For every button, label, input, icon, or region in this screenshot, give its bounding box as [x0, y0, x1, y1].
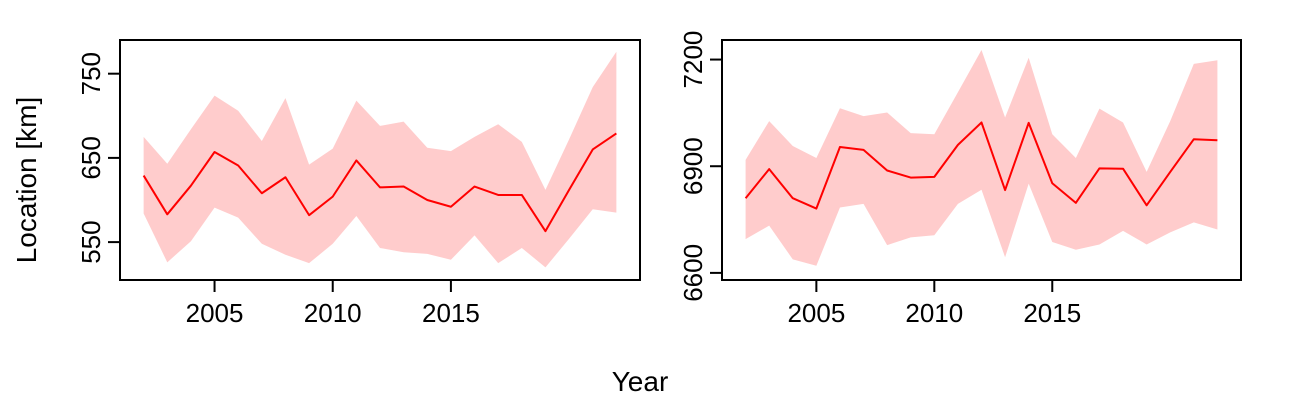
- x-tick-label: 2005: [186, 298, 244, 328]
- chart-panel-left: 2005 2010 2015 550 650 750: [76, 39, 641, 328]
- y-axis-title: Location [km]: [11, 97, 42, 264]
- y-tick-label: 650: [76, 136, 106, 179]
- plot-frame: [721, 39, 1242, 281]
- x-axis-title: Year: [612, 366, 669, 397]
- x-tick-label: 2015: [1023, 298, 1081, 328]
- confidence-band: [143, 51, 617, 268]
- x-tick-label: 2005: [787, 298, 845, 328]
- confidence-band: [745, 49, 1218, 266]
- plot-frame: [119, 39, 641, 281]
- y-tick-label: 6900: [678, 137, 708, 195]
- x-tick-label: 2010: [304, 298, 362, 328]
- x-tick-label: 2015: [422, 298, 480, 328]
- location-line: [744, 121, 1218, 210]
- y-tick-label: 550: [76, 220, 106, 263]
- y-tick-label: 7200: [678, 31, 708, 89]
- x-tick-label: 2010: [905, 298, 963, 328]
- chart-panel-right: 2005 2010 2015 6600 6900 7200: [678, 31, 1242, 328]
- location-line: [142, 132, 617, 233]
- y-tick-label: 6600: [678, 244, 708, 302]
- y-tick-label: 750: [76, 52, 106, 95]
